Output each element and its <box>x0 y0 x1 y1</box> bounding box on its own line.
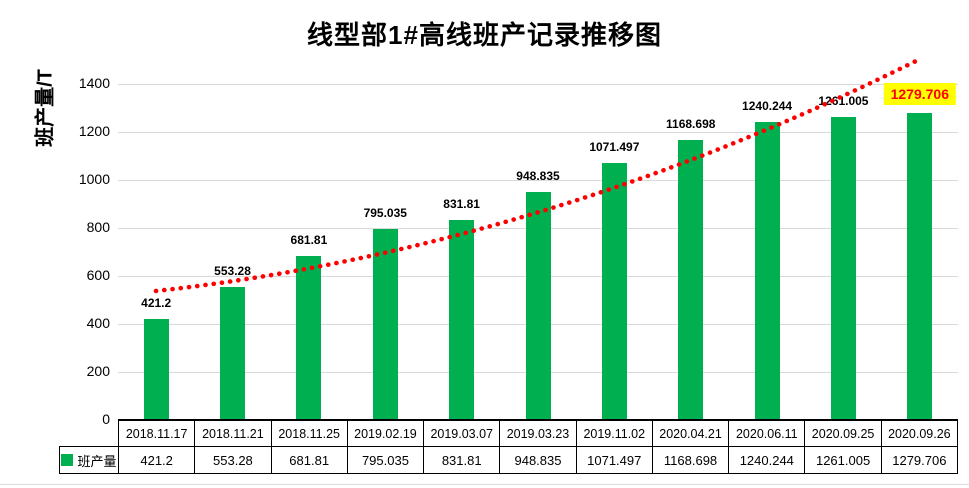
gridline-1400 <box>118 84 958 85</box>
bar-2018.11.17 <box>143 318 169 420</box>
date-header-cell: 2020.06.11 <box>729 421 805 446</box>
date-header-cell: 2020.04.21 <box>652 421 729 446</box>
bar-value-label: 831.81 <box>443 197 480 212</box>
bar-value-label: 1168.698 <box>666 116 716 131</box>
bar-value-label: 1240.244 <box>742 99 793 114</box>
date-header-cell: 2018.11.21 <box>195 421 271 446</box>
bar-value-label: 1261.005 <box>818 94 869 109</box>
value-cell: 795.035 <box>347 447 424 473</box>
bar-value-label: 681.81 <box>290 233 328 248</box>
data-table-header-row: 2018.11.17 2018.11.21 2018.11.25 2019.02.19… <box>118 420 958 447</box>
bar-2020.04.21 <box>678 139 704 420</box>
value-cell: 421.2 <box>119 447 195 473</box>
y-tick-label-1200: 1200 <box>78 123 110 139</box>
bar-value-label: 795.035 <box>363 206 407 221</box>
bar-2020.09.26 <box>907 112 933 420</box>
value-cell: 681.81 <box>271 447 347 473</box>
value-cell: 553.28 <box>195 447 271 473</box>
y-tick-label-800: 800 <box>86 219 110 235</box>
record-highlight-label: 1279.706 <box>883 82 957 105</box>
bar-2020.09.25 <box>830 117 856 420</box>
legend-label: 班产量 <box>77 453 117 469</box>
date-header-cell: 2020.09.25 <box>805 421 881 446</box>
bar-value-label: 421.2 <box>141 295 172 310</box>
legend-key: 班产量 <box>59 446 119 474</box>
bar-2018.11.25 <box>296 256 322 420</box>
data-table-value-row: 421.2 553.28 681.81 795.035 831.81 948.835 107… <box>118 446 958 474</box>
bar-value-label: 948.835 <box>516 169 560 184</box>
bar-2019.03.07 <box>449 220 475 420</box>
chart-bottom-edge <box>0 484 969 485</box>
value-cell: 1071.497 <box>576 447 652 473</box>
value-cell: 948.835 <box>500 447 576 473</box>
legend-color-swatch <box>61 454 74 466</box>
bar-value-label: 553.28 <box>214 264 251 279</box>
value-cell: 1261.005 <box>805 447 881 473</box>
date-header-cell: 2020.09.26 <box>881 421 957 446</box>
value-cell: 1240.244 <box>729 447 805 473</box>
bar-2019.02.19 <box>372 229 398 420</box>
date-header-cell: 2019.11.02 <box>576 421 652 446</box>
date-header-cell: 2019.02.19 <box>347 421 424 446</box>
chart-title: 线型部1#高线班产记录推移图 <box>307 20 662 50</box>
y-tick-label-1400: 1400 <box>78 75 110 91</box>
y-tick-label-0: 0 <box>102 411 110 427</box>
date-header-cell: 2019.03.23 <box>500 421 576 446</box>
y-tick-label-400: 400 <box>86 315 110 331</box>
bar-2020.06.11 <box>754 122 780 420</box>
bar-2019.03.23 <box>525 192 551 420</box>
y-tick-label-1000: 1000 <box>78 171 110 187</box>
value-cell: 1168.698 <box>652 447 729 473</box>
bar-2019.11.02 <box>601 162 627 420</box>
y-tick-label-600: 600 <box>86 267 110 283</box>
date-header-cell: 2019.03.07 <box>424 421 500 446</box>
bar-2018.11.21 <box>220 287 246 420</box>
date-header-cell: 2018.11.17 <box>119 421 195 446</box>
bar-value-label: 1071.497 <box>589 139 640 154</box>
y-tick-label-200: 200 <box>86 363 110 379</box>
date-header-cell: 2018.11.25 <box>271 421 347 446</box>
value-cell: 831.81 <box>424 447 500 473</box>
value-cell: 1279.706 <box>881 447 957 473</box>
